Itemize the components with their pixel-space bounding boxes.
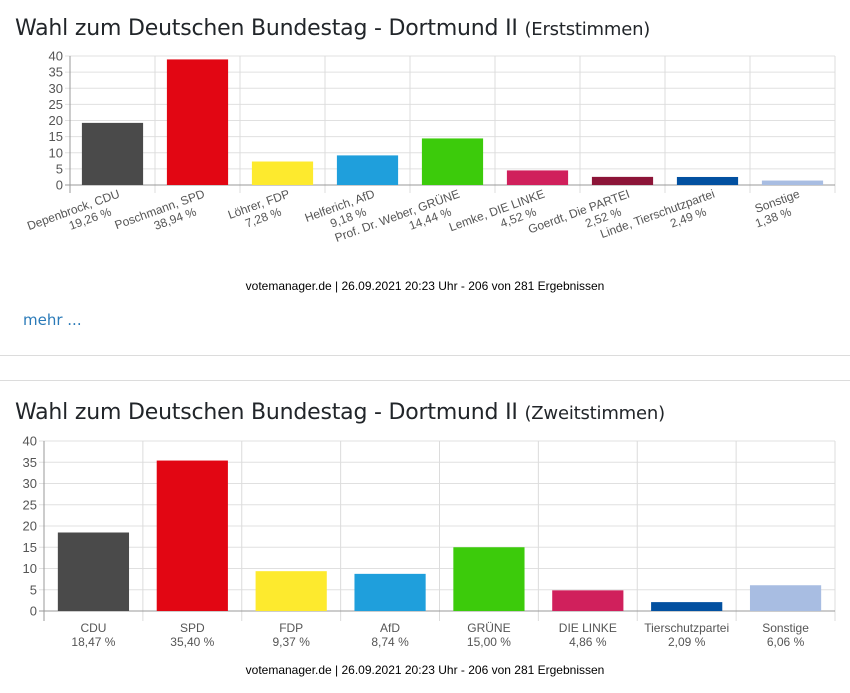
bar [591, 176, 654, 185]
x-value-label: 15,00 % [467, 635, 511, 649]
x-tick-label: SPD [180, 621, 205, 635]
y-tick-label: 5 [30, 582, 37, 597]
y-tick-label: 30 [49, 81, 63, 96]
x-value-label: 18,47 % [71, 635, 115, 649]
x-value-label: 8,74 % [371, 635, 409, 649]
y-tick-label: 20 [23, 519, 37, 534]
divider [0, 355, 850, 356]
bar [81, 122, 144, 185]
bar [354, 573, 426, 611]
y-tick-label: 15 [23, 540, 37, 555]
y-tick-label: 35 [23, 455, 37, 470]
bar [552, 590, 624, 611]
x-value-label: 4,86 % [569, 635, 607, 649]
title-sub: (Erststimmen) [524, 19, 651, 40]
divider [0, 380, 850, 381]
bar [57, 532, 130, 611]
y-tick-label: 10 [49, 145, 63, 160]
bar [506, 170, 569, 185]
x-value-label: 2,09 % [668, 635, 706, 649]
y-tick-label: 40 [49, 49, 63, 64]
y-tick-label: 15 [49, 129, 63, 144]
more-link[interactable]: mehr ... [23, 311, 82, 329]
y-tick-label: 20 [49, 113, 63, 128]
y-tick-label: 0 [56, 178, 63, 193]
y-tick-label: 30 [23, 476, 37, 491]
x-value-label: 6,06 % [767, 635, 805, 649]
x-tick-label: FDP [279, 621, 303, 635]
x-tick-label: CDU [80, 621, 106, 635]
bar [166, 59, 229, 185]
bar [421, 138, 484, 185]
y-tick-label: 40 [23, 434, 37, 449]
title-sub: (Zweitstimmen) [524, 403, 665, 424]
bar [453, 547, 525, 611]
x-tick-label: AfD [380, 621, 400, 635]
y-tick-label: 25 [23, 497, 37, 512]
x-value-label: 35,40 % [170, 635, 214, 649]
bar [676, 176, 739, 185]
chart-footer-erststimmen: votemanager.de | 26.09.2021 20:23 Uhr - … [245, 279, 605, 293]
chart-footer-zweitstimmen: votemanager.de | 26.09.2021 20:23 Uhr - … [245, 663, 605, 677]
bar [255, 571, 327, 611]
chart-title-erststimmen: Wahl zum Deutschen Bundestag - Dortmund … [15, 16, 650, 41]
bar [749, 585, 822, 611]
y-tick-label: 5 [56, 161, 63, 176]
x-tick-label: Tierschutzpartei [644, 621, 729, 635]
x-tick-label: DIE LINKE [559, 621, 617, 635]
bar [651, 602, 723, 611]
bar [336, 155, 399, 185]
y-tick-label: 10 [23, 561, 37, 576]
title-main: Wahl zum Deutschen Bundestag - Dortmund … [15, 400, 518, 425]
x-tick-label: Sonstige [762, 621, 809, 635]
x-value-label: 9,37 % [273, 635, 311, 649]
y-tick-label: 0 [30, 604, 37, 619]
bar [156, 460, 228, 611]
chart-title-zweitstimmen: Wahl zum Deutschen Bundestag - Dortmund … [15, 400, 665, 425]
x-tick-label: GRÜNE [467, 621, 510, 635]
y-tick-label: 35 [49, 65, 63, 80]
bar [761, 180, 824, 185]
bar [251, 161, 314, 185]
title-main: Wahl zum Deutschen Bundestag - Dortmund … [15, 16, 518, 41]
y-tick-label: 25 [49, 97, 63, 112]
